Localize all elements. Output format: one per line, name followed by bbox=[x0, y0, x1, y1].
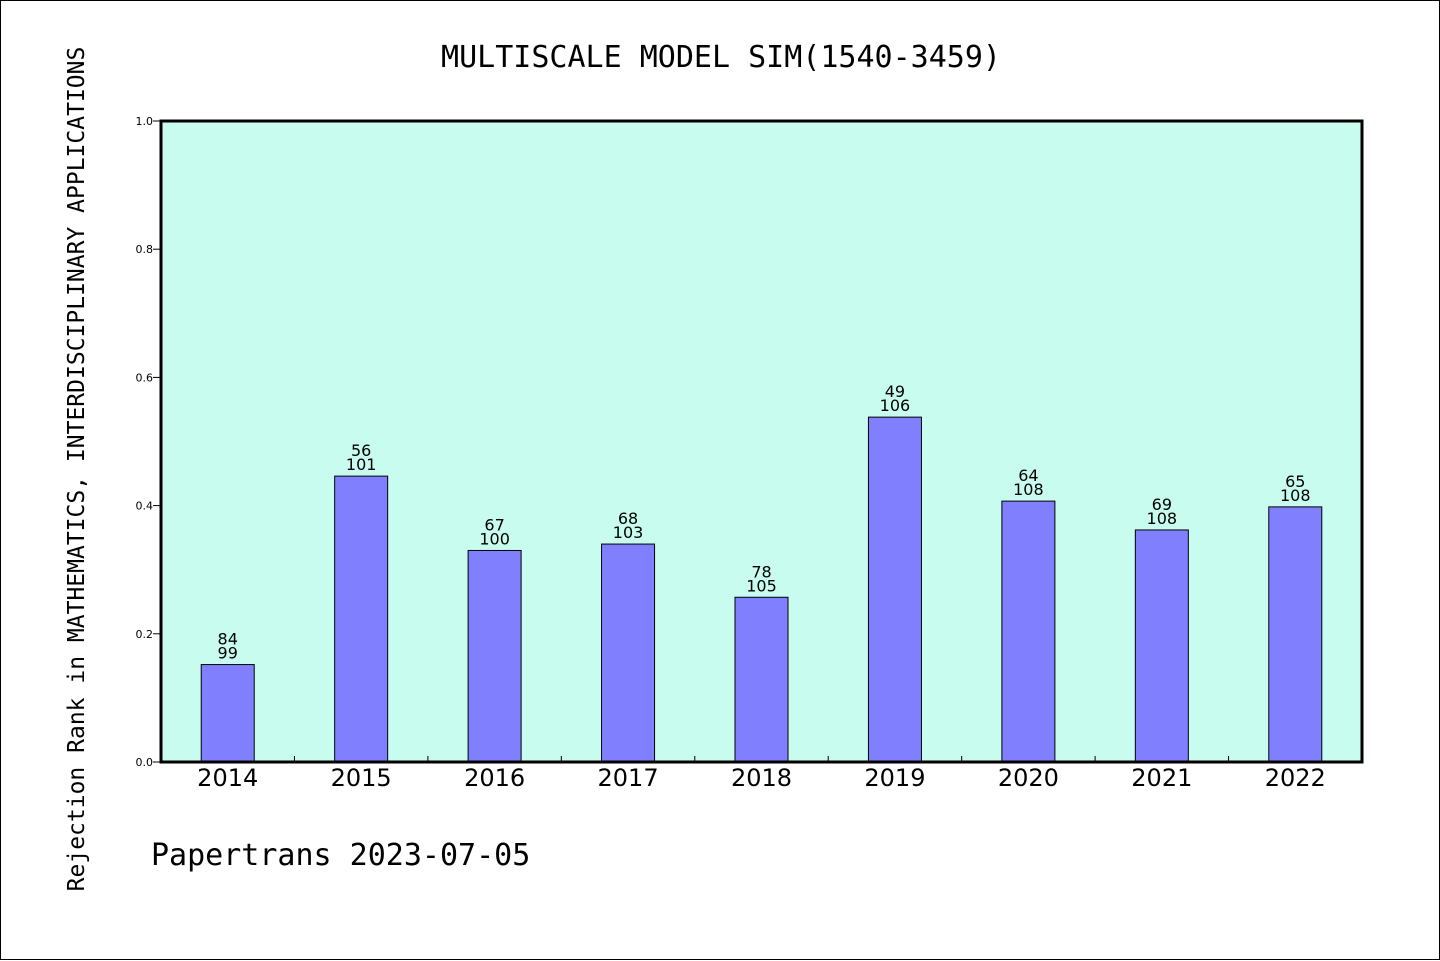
bar-2015 bbox=[334, 475, 389, 763]
x-tick-label: 2017 bbox=[598, 764, 659, 792]
y-axis-label: Rejection Rank in MATHEMATICS, INTERDISC… bbox=[64, 47, 90, 892]
bar-2017 bbox=[601, 543, 656, 763]
bar-label-top: 67 bbox=[484, 515, 504, 534]
bar-2021 bbox=[1134, 529, 1189, 763]
x-tick-label: 2019 bbox=[864, 764, 925, 792]
y-tick-label: 1.0 bbox=[136, 115, 154, 128]
bar-label-bottom: 101 bbox=[346, 455, 377, 474]
bar-label-bottom: 99 bbox=[218, 644, 238, 663]
bar-label-top: 56 bbox=[351, 441, 371, 460]
bar-labels: 8499561016710068103781054910664108691086… bbox=[218, 382, 1311, 662]
bar-2019 bbox=[867, 416, 922, 763]
bar-label-bottom: 103 bbox=[613, 523, 644, 542]
bar-label-top: 84 bbox=[218, 630, 238, 649]
x-tick-label: 2022 bbox=[1265, 764, 1326, 792]
bar-2020 bbox=[1001, 500, 1056, 763]
bar-label-bottom: 108 bbox=[1013, 480, 1044, 499]
bars bbox=[200, 416, 1323, 763]
y-tick-label: 0.2 bbox=[136, 628, 154, 641]
bar-label-top: 64 bbox=[1018, 466, 1038, 485]
x-axis-ticks: 2014 2015 2016 2017 2018 2019 2020 2021 2022 bbox=[197, 756, 1326, 792]
y-axis-ticks: 0.0 0.2 0.4 0.6 0.8 1.0 bbox=[136, 115, 161, 769]
plot-border bbox=[159, 119, 1364, 764]
x-tick-label: 2016 bbox=[464, 764, 525, 792]
y-tick-label: 0.0 bbox=[136, 756, 154, 769]
bar-label-top: 49 bbox=[885, 382, 905, 401]
x-tick-label: 2015 bbox=[331, 764, 392, 792]
y-tick-label: 0.8 bbox=[136, 243, 154, 256]
bar-2022 bbox=[1268, 506, 1323, 763]
y-tick-label: 0.6 bbox=[136, 371, 154, 384]
bar-2018 bbox=[734, 596, 789, 763]
bar-2014 bbox=[200, 664, 255, 763]
x-tick-label: 2020 bbox=[998, 764, 1059, 792]
bar-label-bottom: 105 bbox=[746, 576, 777, 595]
x-tick-label: 2021 bbox=[1131, 764, 1192, 792]
footer-text: Papertrans 2023-07-05 bbox=[151, 838, 530, 873]
bar-label-bottom: 108 bbox=[1147, 509, 1178, 528]
x-tick-label: 2014 bbox=[197, 764, 258, 792]
bar-label-top: 78 bbox=[751, 562, 771, 581]
bar-label-bottom: 108 bbox=[1280, 486, 1311, 505]
bar-label-top: 69 bbox=[1152, 495, 1172, 514]
bar-2016 bbox=[467, 549, 522, 763]
bar-label-bottom: 106 bbox=[880, 396, 911, 415]
chart-title: MULTISCALE MODEL SIM(1540-3459) bbox=[441, 40, 1001, 75]
bar-label-top: 68 bbox=[618, 509, 638, 528]
y-tick-label: 0.4 bbox=[136, 500, 154, 513]
x-tick-label: 2018 bbox=[731, 764, 792, 792]
bar-label-bottom: 100 bbox=[479, 529, 510, 548]
bar-label-top: 65 bbox=[1285, 472, 1305, 491]
